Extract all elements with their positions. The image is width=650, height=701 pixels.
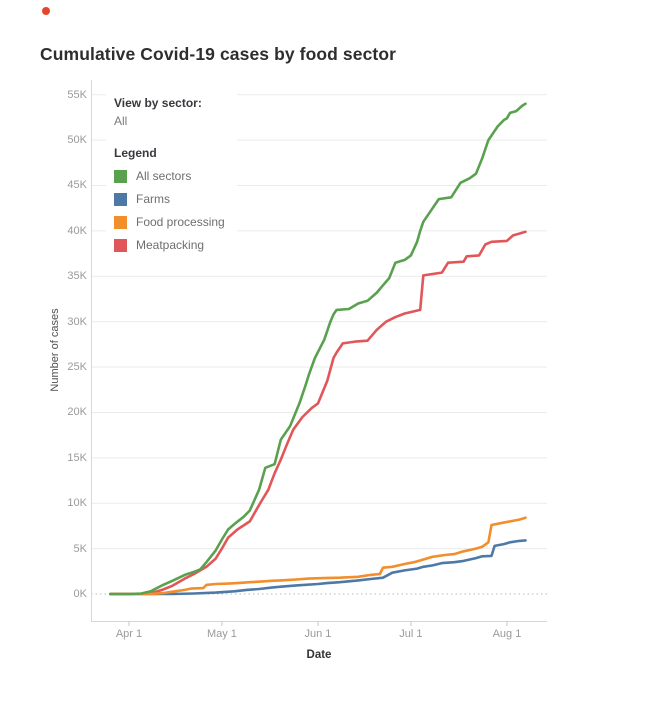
legend: All sectors Farms Food processing Meatpacki… xyxy=(114,169,225,252)
chart-title: Cumulative Covid-19 cases by food sector xyxy=(40,44,397,64)
x-axis-title: Date xyxy=(306,649,332,661)
y-tick-label: 5K xyxy=(73,542,87,555)
y-tick-label: 0K xyxy=(73,588,87,600)
legend-item-food-processing[interactable]: Food processing xyxy=(114,215,225,229)
x-tick-label: Jul 1 xyxy=(399,628,423,640)
legend-swatch xyxy=(114,215,127,229)
record-indicator-dot xyxy=(42,7,50,15)
y-tick-label: 25K xyxy=(67,361,87,374)
x-tick-label: Aug 1 xyxy=(492,628,522,640)
legend-item-farms[interactable]: Farms xyxy=(114,192,225,206)
y-tick-label: 55K xyxy=(67,88,87,101)
legend-swatch xyxy=(114,169,127,183)
y-tick-label: 35K xyxy=(67,270,87,283)
legend-item-all-sectors[interactable]: All sectors xyxy=(114,169,225,183)
y-tick-label: 30K xyxy=(67,315,87,328)
y-tick-label: 50K xyxy=(67,134,87,147)
legend-swatch xyxy=(114,192,127,206)
y-tick-label: 15K xyxy=(67,451,87,464)
y-tick-label: 45K xyxy=(67,179,87,192)
legend-item-meatpacking[interactable]: Meatpacking xyxy=(114,238,225,252)
legend-label: Farms xyxy=(136,192,170,206)
legend-label: All sectors xyxy=(136,169,192,183)
view-by-sector-label: View by sector: xyxy=(114,96,202,110)
y-tick-label: 20K xyxy=(67,406,87,419)
x-tick-label: Jun 1 xyxy=(304,628,332,640)
chart-controls-overlay: View by sector: All Legend All sectors Fa… xyxy=(106,92,237,262)
legend-label: Meatpacking xyxy=(136,238,205,252)
y-tick-label: 40K xyxy=(67,224,87,237)
series-line-meatpacking[interactable] xyxy=(109,230,527,596)
x-tick-label: Apr 1 xyxy=(115,628,143,640)
x-tick-label: May 1 xyxy=(206,628,237,640)
legend-swatch xyxy=(114,238,127,252)
view-by-sector-value[interactable]: All xyxy=(114,114,128,128)
y-tick-label: 10K xyxy=(67,497,87,510)
series-line-all-sectors[interactable] xyxy=(109,102,527,596)
series-line-farms[interactable] xyxy=(109,539,527,596)
legend-title: Legend xyxy=(114,146,157,160)
legend-label: Food processing xyxy=(136,215,225,229)
series-line-food-processing[interactable] xyxy=(109,516,527,596)
